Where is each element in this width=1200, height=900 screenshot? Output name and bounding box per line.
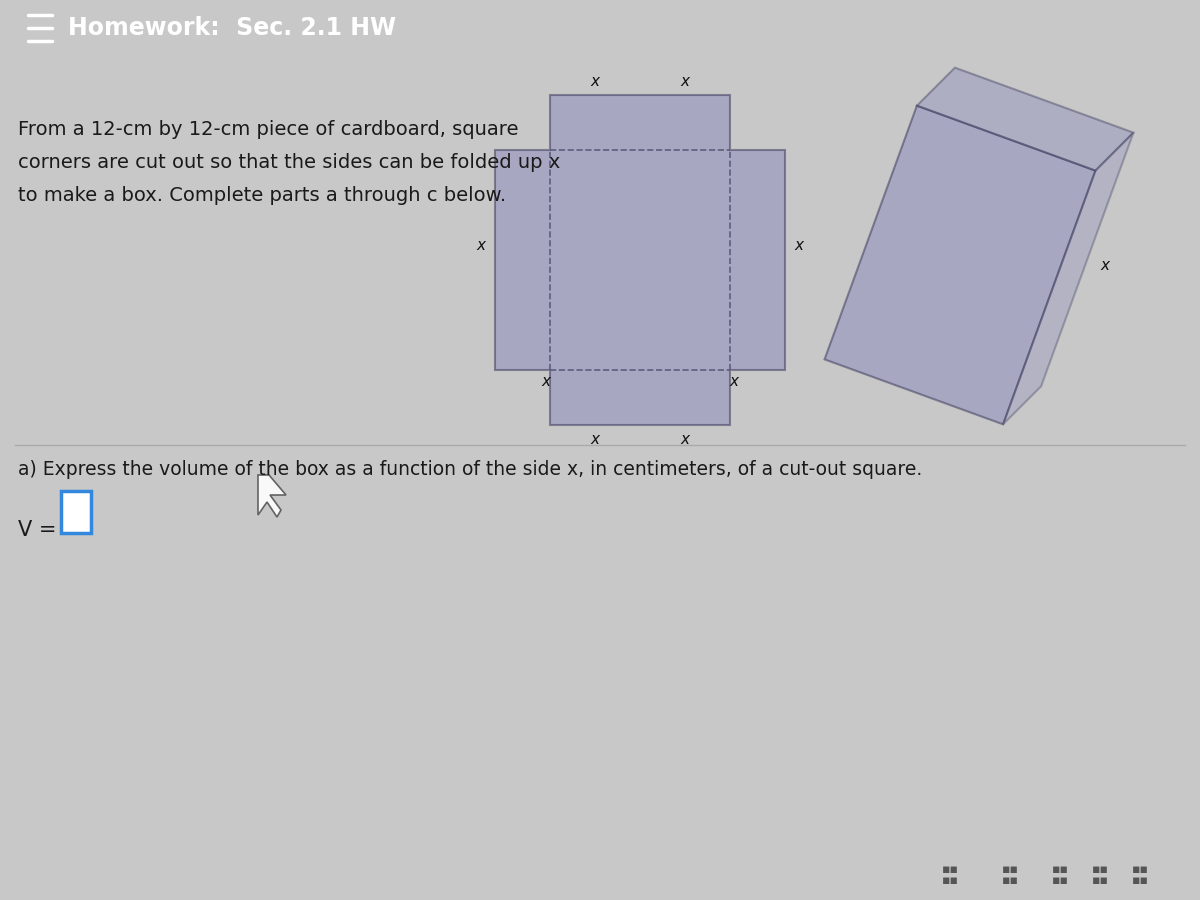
Text: x: x: [680, 431, 690, 446]
Text: x: x: [590, 74, 600, 88]
Text: x: x: [730, 374, 738, 390]
Text: corners are cut out so that the sides can be folded up x: corners are cut out so that the sides ca…: [18, 153, 560, 172]
Polygon shape: [824, 105, 1096, 425]
Polygon shape: [496, 95, 785, 425]
FancyBboxPatch shape: [61, 491, 91, 533]
Text: x: x: [1100, 257, 1110, 273]
Text: ▪▪
▪▪: ▪▪ ▪▪: [1051, 863, 1068, 887]
Text: x: x: [794, 238, 804, 253]
Text: a) Express the volume of the box as a function of the side x, in centimeters, of: a) Express the volume of the box as a fu…: [18, 460, 923, 479]
Text: Homework:  Sec. 2.1 HW: Homework: Sec. 2.1 HW: [68, 16, 396, 40]
Text: ▪▪
▪▪: ▪▪ ▪▪: [1002, 863, 1019, 887]
Text: x: x: [680, 74, 690, 88]
Text: V =: V =: [18, 520, 56, 540]
Text: x: x: [541, 374, 551, 390]
Text: ▪▪
▪▪: ▪▪ ▪▪: [1132, 863, 1148, 887]
Text: to make a box. Complete parts a through c below.: to make a box. Complete parts a through …: [18, 186, 506, 205]
Text: ▪▪
▪▪: ▪▪ ▪▪: [1092, 863, 1109, 887]
Text: x: x: [476, 238, 486, 253]
Polygon shape: [258, 475, 286, 517]
Polygon shape: [1003, 132, 1134, 425]
Text: x: x: [590, 431, 600, 446]
Polygon shape: [917, 68, 1134, 171]
Text: From a 12-cm by 12-cm piece of cardboard, square: From a 12-cm by 12-cm piece of cardboard…: [18, 120, 518, 139]
Text: ▪▪
▪▪: ▪▪ ▪▪: [942, 863, 959, 887]
